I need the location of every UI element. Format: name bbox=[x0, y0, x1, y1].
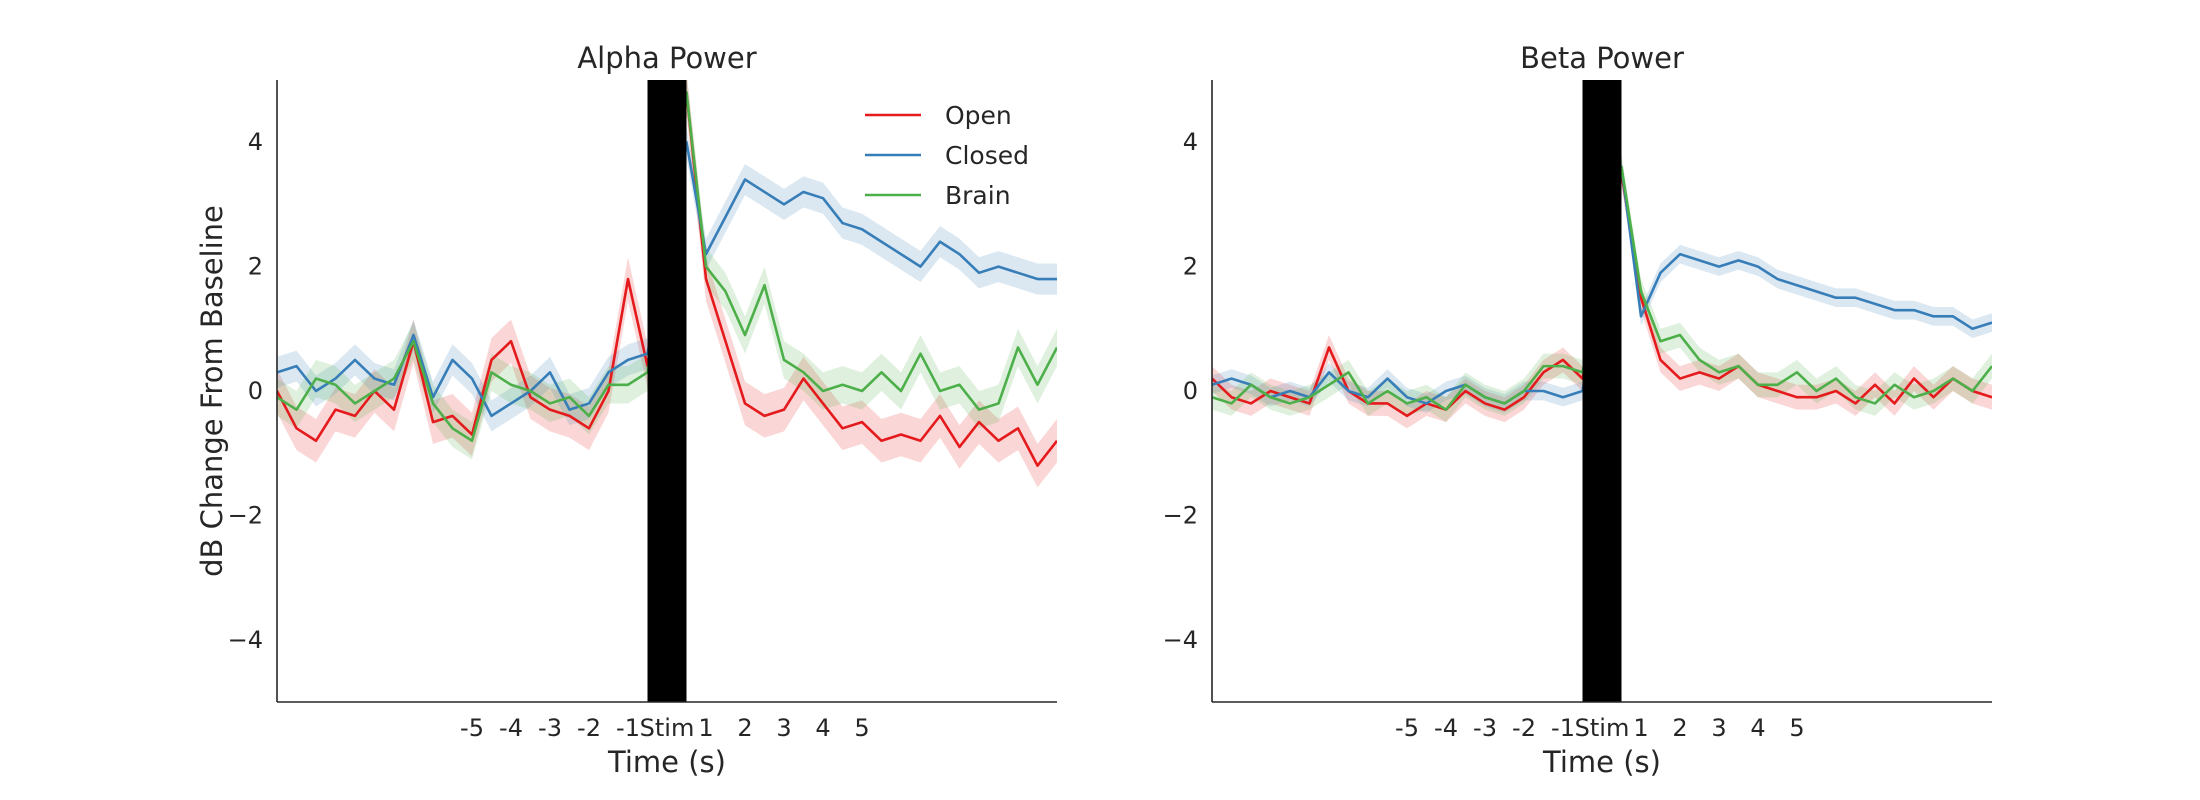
y-tick-label: −2 bbox=[1163, 501, 1198, 529]
series-open-ci-band bbox=[1212, 160, 1992, 429]
series-brain-ci-band bbox=[1212, 154, 1992, 423]
y-tick-label: 4 bbox=[248, 128, 263, 156]
y-axis-label: dB Change From Baseline bbox=[195, 205, 229, 577]
x-tick-label: Stim bbox=[640, 714, 695, 742]
x-tick-label: -4 bbox=[499, 714, 523, 742]
y-tick-label: −4 bbox=[228, 626, 263, 654]
x-tick-label: -1 bbox=[616, 714, 640, 742]
x-tick-label: Stim bbox=[1575, 714, 1630, 742]
x-axis-label: Time (s) bbox=[1542, 745, 1661, 779]
x-tick-label: 5 bbox=[1789, 714, 1804, 742]
x-tick-label: 4 bbox=[815, 714, 830, 742]
x-tick-label: -5 bbox=[460, 714, 484, 742]
legend-label-closed: Closed bbox=[945, 141, 1029, 170]
x-tick-label: -4 bbox=[1434, 714, 1458, 742]
x-tick-label: 1 bbox=[1633, 714, 1648, 742]
x-tick-label: -2 bbox=[1512, 714, 1536, 742]
y-tick-label: −4 bbox=[1163, 626, 1198, 654]
x-axis-label: Time (s) bbox=[607, 745, 726, 779]
y-tick-label: −2 bbox=[228, 501, 263, 529]
x-tick-label: -5 bbox=[1395, 714, 1419, 742]
chart-title: Alpha Power bbox=[577, 41, 756, 75]
y-tick-label: 0 bbox=[1183, 377, 1198, 405]
y-tick-label: 2 bbox=[1183, 253, 1198, 281]
x-tick-label: 2 bbox=[1672, 714, 1687, 742]
x-tick-label: 1 bbox=[698, 714, 713, 742]
alpha-power-panel: Alpha Power-5 -4 -3 -2 -1 Stim 1 2 3 4 5−4−2024Tim… bbox=[195, 41, 1057, 779]
x-tick-label: 2 bbox=[737, 714, 752, 742]
legend: Open Closed Brain bbox=[865, 101, 1029, 210]
x-tick-label: -3 bbox=[538, 714, 562, 742]
x-tick-label: -2 bbox=[577, 714, 601, 742]
x-tick-label: 4 bbox=[1750, 714, 1765, 742]
x-tick-label: -3 bbox=[1473, 714, 1497, 742]
stim-band bbox=[647, 80, 687, 702]
x-tick-label: 3 bbox=[776, 714, 791, 742]
y-tick-label: 4 bbox=[1183, 128, 1198, 156]
chart-title: Beta Power bbox=[1520, 41, 1684, 75]
x-tick-label: -1 bbox=[1551, 714, 1575, 742]
stim-band bbox=[1582, 80, 1622, 702]
x-tick-label: 5 bbox=[854, 714, 869, 742]
beta-power-panel: Beta Power-5 -4 -3 -2 -1 Stim 1 2 3 4 5−4−2024Time… bbox=[1163, 41, 1992, 779]
x-tick-label: 3 bbox=[1711, 714, 1726, 742]
y-tick-label: 2 bbox=[248, 253, 263, 281]
y-tick-label: 0 bbox=[248, 377, 263, 405]
legend-label-open: Open bbox=[945, 101, 1012, 130]
legend-label-brain: Brain bbox=[945, 181, 1011, 210]
